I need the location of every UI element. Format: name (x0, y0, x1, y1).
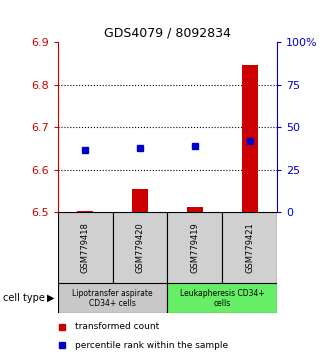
Bar (113, 212, 168, 283)
Text: Leukapheresis CD34+
cells: Leukapheresis CD34+ cells (180, 289, 265, 308)
Text: GSM779418: GSM779418 (81, 222, 90, 273)
Text: transformed count: transformed count (75, 322, 160, 331)
Bar (58, 283, 168, 313)
Bar (77, 211, 93, 212)
Text: Lipotransfer aspirate
CD34+ cells: Lipotransfer aspirate CD34+ cells (72, 289, 153, 308)
Title: GDS4079 / 8092834: GDS4079 / 8092834 (104, 27, 231, 40)
Bar (58, 212, 113, 283)
Bar (168, 283, 277, 313)
Bar (222, 212, 277, 283)
Text: GSM779421: GSM779421 (245, 222, 254, 273)
Bar (168, 212, 222, 283)
Text: GSM779420: GSM779420 (136, 222, 145, 273)
Bar (242, 64, 258, 212)
Text: cell type: cell type (3, 293, 45, 303)
Bar (132, 189, 148, 212)
Text: ▶: ▶ (48, 293, 55, 303)
Text: percentile rank within the sample: percentile rank within the sample (75, 341, 228, 350)
Bar (187, 207, 203, 212)
Text: GSM779419: GSM779419 (190, 222, 199, 273)
